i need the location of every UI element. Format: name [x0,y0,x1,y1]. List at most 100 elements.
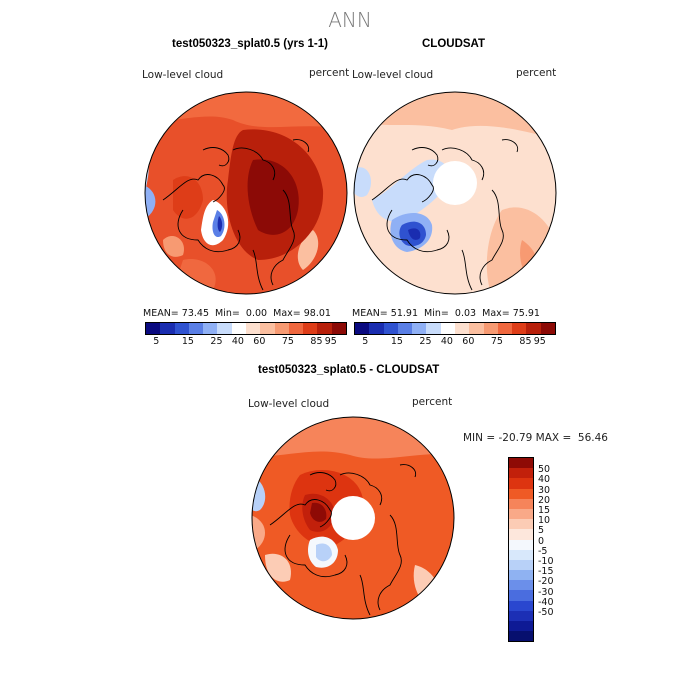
colorbar-swatch [188,323,204,334]
diff-polar-gap [331,496,375,540]
model-polar-map [144,91,348,295]
colorbar-swatch [509,600,533,611]
colorbar-swatch [317,323,332,334]
model-max-value: 98.01 [303,308,331,319]
obs-mean-value: 51.91 [390,308,418,319]
colorbar-tick-label: 25 [419,336,432,347]
model-coastlines [162,139,310,291]
diff-colorbar [508,457,534,643]
diff-variable-label: Low-level cloud [248,398,330,410]
colorbar-tick-label: -40 [538,596,554,608]
colorbar-swatch [274,323,289,334]
colorbar-tick-label: 5 [362,336,369,347]
colorbar-tick-label: 15 [538,504,551,516]
colorbar-swatch [509,580,533,591]
colorbar-swatch [231,323,246,334]
model-variable-label: Low-level cloud [142,69,224,81]
colorbar-swatch [160,323,175,334]
colorbar-swatch [509,519,533,530]
colorbar-swatch [355,323,370,334]
obs-coastlines [371,139,519,291]
colorbar-tick-label: -5 [538,545,548,557]
colorbar-swatch [509,559,533,571]
colorbar-swatch [217,323,232,334]
colorbar-swatch [383,323,398,334]
colorbar-tick-label: 50 [538,464,551,476]
model-units-label: percent [309,67,350,79]
obs-colorbar [354,322,556,335]
obs-colorbar-ticks: 5 15 25 40 60 75 85 95 [354,336,554,348]
colorbar-tick-label: 60 [462,336,475,347]
diff-minmax: MIN = -20.79 MAX = 56.46 [463,432,608,444]
colorbar-swatch [303,323,318,334]
colorbar-tick-label: 60 [253,336,266,347]
colorbar-swatch [440,323,455,334]
colorbar-tick-label: 30 [538,484,551,496]
diff-units-label: percent [412,396,453,408]
diff-coastlines [269,464,417,616]
colorbar-tick-label: 40 [538,474,551,486]
colorbar-swatch [469,323,484,334]
colorbar-swatch [509,631,533,642]
colorbar-tick-label: 95 [533,336,546,347]
colorbar-tick-label: 15 [390,336,403,347]
colorbar-tick-label: 10 [538,515,551,527]
colorbar-tick-label: -10 [538,555,554,567]
figure-title: ANN [328,8,372,32]
colorbar-swatch [509,539,533,550]
colorbar-swatch [509,529,533,540]
colorbar-tick-label: -20 [538,576,554,588]
colorbar-swatch [509,610,533,621]
colorbar-swatch [509,458,533,469]
colorbar-tick-label: -30 [538,586,554,598]
colorbar-tick-label: 40 [440,336,453,347]
colorbar-swatch [509,621,533,632]
colorbar-swatch [146,323,161,334]
model-stats: MEAN= 73.45 Min= 0.00 Max= 98.01 [143,308,331,319]
colorbar-swatch [174,323,189,334]
colorbar-swatch [509,549,533,560]
colorbar-tick-label: 15 [181,336,194,347]
model-max-label: Max= [273,308,301,319]
model-colorbar-ticks: 5 15 25 40 60 75 85 95 [145,336,345,348]
diff-polar-map [251,416,455,620]
colorbar-swatch [203,323,218,334]
colorbar-swatch [288,323,304,334]
colorbar-swatch [245,323,261,334]
obs-panel-title: CLOUDSAT [422,38,486,50]
colorbar-tick-label: 95 [324,336,337,347]
colorbar-swatch [426,323,441,334]
model-map-border [144,91,348,295]
colorbar-tick-label: 25 [210,336,223,347]
model-colorbar [145,322,347,335]
colorbar-swatch [526,323,541,334]
colorbar-tick-label: 40 [231,336,244,347]
colorbar-tick-label: -15 [538,566,554,578]
colorbar-swatch [454,323,470,334]
colorbar-tick-label: 85 [310,336,323,347]
colorbar-swatch [509,468,533,479]
colorbar-swatch [397,323,413,334]
diff-panel-title: test050323_splat0.5 - CLOUDSAT [258,364,440,376]
colorbar-swatch [260,323,275,334]
colorbar-swatch [509,488,533,499]
obs-min-label: Min= [424,308,449,319]
model-mean-value: 73.45 [181,308,209,319]
obs-units-label: percent [516,67,557,79]
obs-max-label: Max= [482,308,510,319]
colorbar-tick-label: 5 [538,525,545,537]
model-panel-title: test050323_splat0.5 (yrs 1-1) [172,38,328,50]
obs-variable-label: Low-level cloud [352,69,434,81]
colorbar-tick-label: 85 [519,336,532,347]
obs-min-value: 0.03 [454,308,477,319]
obs-map-border [353,91,557,295]
obs-max-value: 75.91 [512,308,540,319]
obs-polar-map [353,91,557,295]
diff-map-border [251,416,455,620]
diff-colorbar-ticks: 50 40 30 20 15 10 5 0 -5 -10 -15 -20 -30 -40 -50 [538,457,578,627]
colorbar-swatch [509,590,533,601]
obs-stats: MEAN= 51.91 Min= 0.03 Max= 75.91 [352,308,540,319]
colorbar-tick-label: 75 [490,336,503,347]
colorbar-swatch [512,323,527,334]
colorbar-swatch [483,323,498,334]
